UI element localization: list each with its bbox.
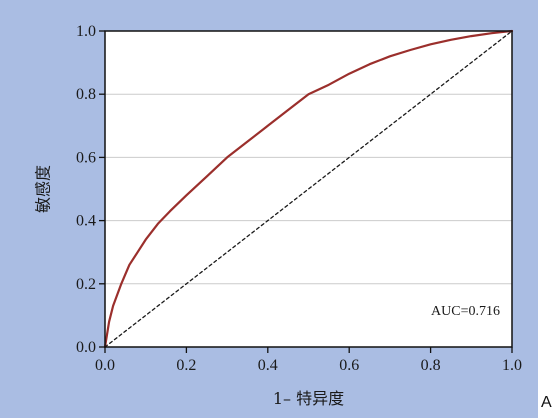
plot-frame [104, 30, 513, 348]
reference-diagonal-line [104, 30, 513, 348]
x-axis-title: 1– 特异度 [273, 389, 344, 408]
axis-ticks: 0.0 0.2 0.4 0.6 0.8 1.0 0.0 0.2 0.4 0.6 0.8 1.0 [76, 23, 522, 374]
roc-chart: 0.0 0.2 0.4 0.6 0.8 1.0 0.0 0.2 0.4 0.6 0.8 1.0 AUC… [34, 23, 523, 408]
x-tick-label: 0.2 [176, 357, 196, 374]
y-tick-label: 0.4 [76, 213, 96, 230]
y-tick-label: 1.0 [76, 23, 96, 40]
panel-letter: A [541, 394, 552, 411]
y-tick-label: 0.2 [76, 276, 96, 293]
y-axis-title: 敏感度 [34, 165, 53, 213]
y-tick-label: 0.8 [76, 86, 96, 103]
x-tick-label: 0.8 [421, 357, 441, 374]
x-tick-label: 1.0 [502, 357, 522, 374]
y-tick-label: 0.0 [76, 339, 96, 356]
y-tick-label: 0.6 [76, 149, 96, 166]
auc-annotation: AUC=0.716 [431, 304, 500, 319]
roc-curve [103, 29, 514, 349]
x-tick-label: 0.6 [339, 357, 359, 374]
chart-panel: 0.0 0.2 0.4 0.6 0.8 1.0 0.0 0.2 0.4 0.6 0.8 1.0 AUC… [0, 0, 538, 418]
series-layer [103, 29, 514, 349]
x-tick-label: 0.4 [258, 357, 278, 374]
x-tick-label: 0.0 [95, 357, 115, 374]
